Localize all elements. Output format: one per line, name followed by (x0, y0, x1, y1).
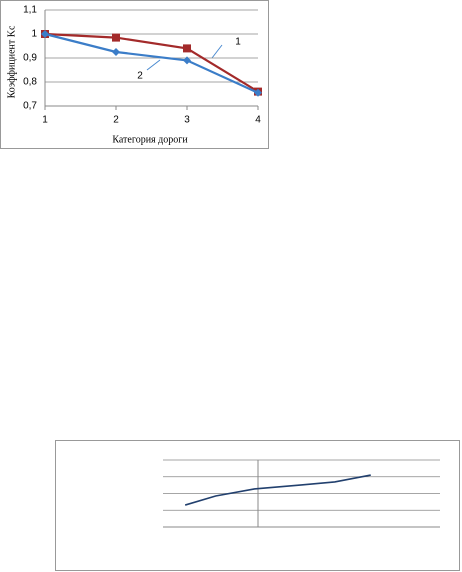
marker (112, 48, 120, 56)
y-tick-label: 0,8 (23, 77, 37, 88)
marker (254, 88, 262, 97)
series-line (184, 474, 371, 506)
x-tick-label: 4 (255, 115, 261, 126)
y-tick-label: 0,9 (23, 53, 37, 64)
series-line (44, 32, 259, 93)
series-label: 1 (235, 37, 241, 48)
x-tick-label: 1 (42, 115, 48, 126)
x-axis-label: Категория дороги (112, 134, 188, 145)
marker (112, 33, 120, 42)
y-tick-label: 1 (31, 29, 37, 40)
leader-line (211, 44, 223, 59)
series-label: 2 (137, 71, 143, 82)
leader-line (146, 59, 161, 71)
y-tick-label: 0,7 (23, 101, 37, 112)
marker (183, 56, 191, 65)
y-tick-label: 1,1 (23, 5, 37, 16)
series-line (44, 32, 259, 94)
marker (41, 30, 49, 38)
x-tick-label: 3 (184, 115, 190, 126)
x-tick-label: 2 (113, 115, 119, 126)
y-axis-label: Коэффициент Kс (6, 25, 17, 98)
marker (183, 44, 191, 53)
